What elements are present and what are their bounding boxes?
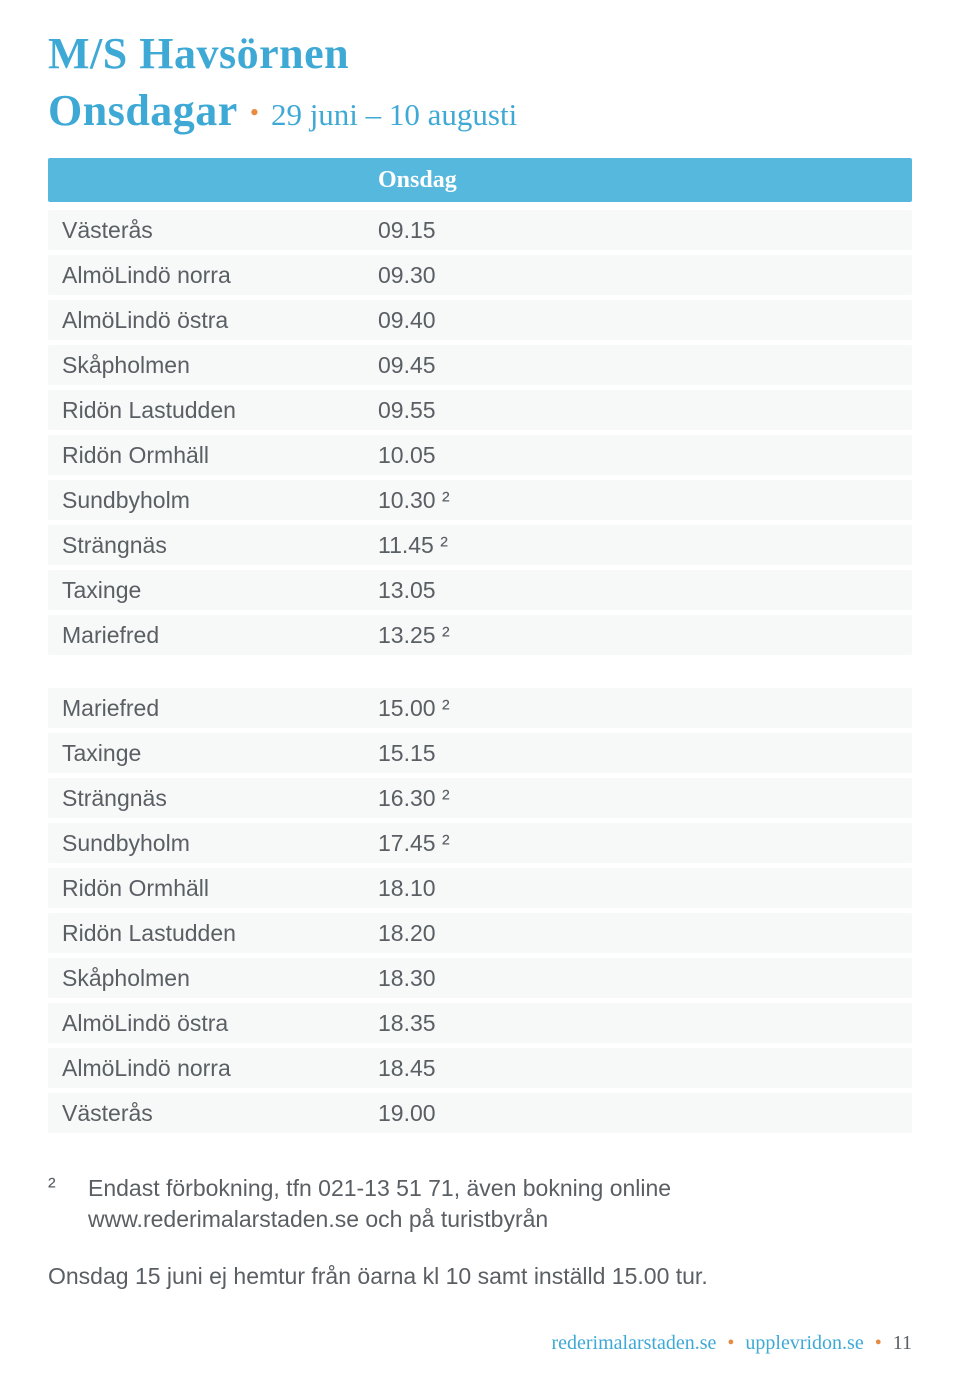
stop-time: 11.45 ²: [378, 532, 518, 559]
stop-time: 13.25 ²: [378, 622, 518, 649]
stop-time: 09.15: [378, 217, 518, 244]
stop-time: 15.00 ²: [378, 695, 518, 722]
page-number: 11: [893, 1332, 912, 1354]
page-footer: rederimalarstaden.se • upplevridon.se • …: [551, 1332, 912, 1355]
table-row: Sundbyholm10.30 ²: [48, 480, 912, 520]
table-row: Strängnäs11.45 ²: [48, 525, 912, 565]
date-range: 29 juni – 10 augusti: [271, 97, 517, 133]
stop-name: Ridön Ormhäll: [48, 875, 378, 902]
stop-time: 18.20: [378, 920, 518, 947]
stop-name: Västerås: [48, 1100, 378, 1127]
footnote-text-2: Onsdag 15 juni ej hemtur från öarna kl 1…: [48, 1261, 912, 1292]
stop-name: AlmöLindö östra: [48, 1010, 378, 1037]
footnote-marker: ²: [48, 1173, 62, 1235]
subtitle: Onsdagar: [48, 85, 238, 136]
table-row: Västerås09.15: [48, 210, 912, 250]
subtitle-line: Onsdagar • 29 juni – 10 augusti: [48, 85, 912, 136]
stop-name: Taxinge: [48, 577, 378, 604]
table-row: AlmöLindö östra18.35: [48, 1003, 912, 1043]
table-row: Ridön Lastudden09.55: [48, 390, 912, 430]
stop-name: Skåpholmen: [48, 965, 378, 992]
table-row: AlmöLindö norra18.45: [48, 1048, 912, 1088]
table-row: Ridön Ormhäll18.10: [48, 868, 912, 908]
footnotes: ² Endast förbokning, tfn 021-13 51 71, ä…: [48, 1173, 912, 1292]
stop-time: 19.00: [378, 1100, 518, 1127]
stop-name: Sundbyholm: [48, 830, 378, 857]
table-row: Strängnäs16.30 ²: [48, 778, 912, 818]
stop-time: 18.45: [378, 1055, 518, 1082]
stop-name: Mariefred: [48, 695, 378, 722]
table-row: AlmöLindö norra09.30: [48, 255, 912, 295]
stop-name: Sundbyholm: [48, 487, 378, 514]
stop-name: Taxinge: [48, 740, 378, 767]
bullet-icon: •: [875, 1332, 882, 1354]
table-header: Onsdag: [48, 158, 912, 202]
stop-time: 10.30 ²: [378, 487, 518, 514]
stop-name: Ridön Ormhäll: [48, 442, 378, 469]
footer-site-2: upplevridon.se: [745, 1332, 863, 1354]
stop-name: Ridön Lastudden: [48, 920, 378, 947]
table-row: Sundbyholm17.45 ²: [48, 823, 912, 863]
table-row: Skåpholmen09.45: [48, 345, 912, 385]
stop-time: 09.45: [378, 352, 518, 379]
stop-name: AlmöLindö norra: [48, 262, 378, 289]
table-row: Ridön Ormhäll10.05: [48, 435, 912, 475]
bullet-icon: •: [727, 1332, 734, 1354]
stop-name: Strängnäs: [48, 532, 378, 559]
column-label: Onsdag: [378, 167, 457, 194]
stop-time: 18.10: [378, 875, 518, 902]
stop-name: Ridön Lastudden: [48, 397, 378, 424]
stop-time: 10.05: [378, 442, 518, 469]
stop-time: 18.35: [378, 1010, 518, 1037]
page-title: M/S Havsörnen: [48, 28, 912, 79]
table-row: AlmöLindö östra09.40: [48, 300, 912, 340]
bullet-icon: •: [250, 100, 259, 126]
table-row: Taxinge15.15: [48, 733, 912, 773]
table-row: Taxinge13.05: [48, 570, 912, 610]
stop-time: 09.55: [378, 397, 518, 424]
stop-time: 09.30: [378, 262, 518, 289]
table-row: Mariefred13.25 ²: [48, 615, 912, 655]
stop-name: Skåpholmen: [48, 352, 378, 379]
stop-time: 16.30 ²: [378, 785, 518, 812]
stop-time: 15.15: [378, 740, 518, 767]
return-table: Mariefred15.00 ²Taxinge15.15Strängnäs16.…: [48, 688, 912, 1133]
table-row: Västerås19.00: [48, 1093, 912, 1133]
footnote-text-1: Endast förbokning, tfn 021-13 51 71, äve…: [88, 1173, 912, 1235]
table-row: Ridön Lastudden18.20: [48, 913, 912, 953]
stop-time: 09.40: [378, 307, 518, 334]
stop-name: Strängnäs: [48, 785, 378, 812]
footer-site-1: rederimalarstaden.se: [551, 1332, 716, 1354]
table-row: Mariefred15.00 ²: [48, 688, 912, 728]
outbound-table: Västerås09.15AlmöLindö norra09.30AlmöLin…: [48, 210, 912, 655]
stop-name: Västerås: [48, 217, 378, 244]
table-row: Skåpholmen18.30: [48, 958, 912, 998]
stop-time: 13.05: [378, 577, 518, 604]
stop-name: AlmöLindö norra: [48, 1055, 378, 1082]
stop-time: 17.45 ²: [378, 830, 518, 857]
stop-time: 18.30: [378, 965, 518, 992]
stop-name: AlmöLindö östra: [48, 307, 378, 334]
stop-name: Mariefred: [48, 622, 378, 649]
